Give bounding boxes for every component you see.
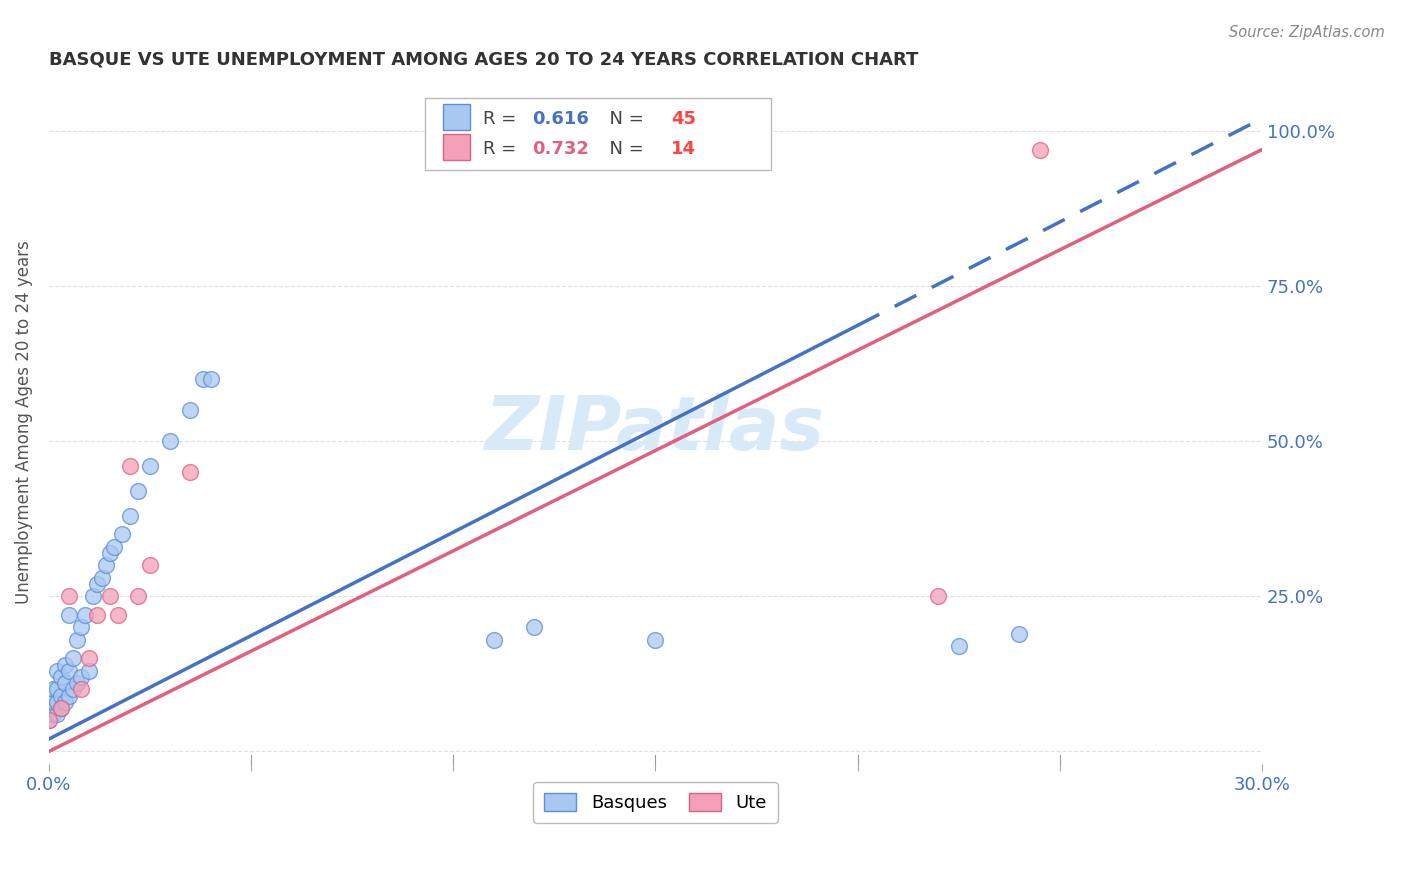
Point — [1028, 143, 1050, 157]
Point — [38, 701, 60, 715]
Point — [179, 465, 201, 479]
FancyBboxPatch shape — [443, 134, 470, 161]
Point — [127, 590, 149, 604]
Point — [58, 590, 80, 604]
Point — [46, 695, 69, 709]
Point — [86, 607, 108, 622]
Text: 45: 45 — [671, 110, 696, 128]
Point — [200, 372, 222, 386]
Point — [98, 590, 121, 604]
Point — [49, 701, 72, 715]
Point — [53, 676, 76, 690]
Point — [42, 707, 65, 722]
Point — [70, 620, 93, 634]
Point — [139, 458, 162, 473]
Point — [482, 632, 505, 647]
Point — [62, 651, 84, 665]
Point — [644, 632, 666, 647]
Point — [523, 620, 546, 634]
Text: 0.732: 0.732 — [531, 140, 589, 158]
Point — [53, 695, 76, 709]
Point — [58, 664, 80, 678]
FancyBboxPatch shape — [425, 98, 770, 170]
Point — [46, 664, 69, 678]
Text: R =: R = — [484, 140, 522, 158]
Text: 14: 14 — [671, 140, 696, 158]
Point — [58, 689, 80, 703]
Point — [42, 695, 65, 709]
Text: 0.616: 0.616 — [531, 110, 589, 128]
Point — [53, 657, 76, 672]
Point — [70, 682, 93, 697]
Point — [191, 372, 214, 386]
Point — [79, 664, 101, 678]
Point — [75, 607, 97, 622]
Text: BASQUE VS UTE UNEMPLOYMENT AMONG AGES 20 TO 24 YEARS CORRELATION CHART: BASQUE VS UTE UNEMPLOYMENT AMONG AGES 20… — [49, 51, 918, 69]
Point — [46, 707, 69, 722]
Point — [111, 527, 134, 541]
Y-axis label: Unemployment Among Ages 20 to 24 years: Unemployment Among Ages 20 to 24 years — [15, 241, 32, 605]
Point — [118, 458, 141, 473]
Point — [103, 540, 125, 554]
Point — [98, 546, 121, 560]
Text: R =: R = — [484, 110, 522, 128]
Point — [1008, 626, 1031, 640]
Text: N =: N = — [599, 140, 650, 158]
Point — [179, 403, 201, 417]
Point — [159, 434, 181, 449]
Point — [58, 607, 80, 622]
Point — [94, 558, 117, 573]
Point — [49, 670, 72, 684]
Point — [107, 607, 129, 622]
Point — [42, 682, 65, 697]
Text: N =: N = — [599, 110, 650, 128]
Point — [38, 714, 60, 728]
Point — [79, 651, 101, 665]
Legend: Basques, Ute: Basques, Ute — [533, 782, 778, 823]
Point — [86, 577, 108, 591]
Point — [948, 639, 970, 653]
Point — [118, 508, 141, 523]
Point — [49, 689, 72, 703]
Point — [38, 714, 60, 728]
Point — [66, 676, 89, 690]
Point — [46, 682, 69, 697]
Point — [82, 590, 104, 604]
Text: Source: ZipAtlas.com: Source: ZipAtlas.com — [1229, 25, 1385, 40]
FancyBboxPatch shape — [443, 104, 470, 130]
Point — [90, 571, 112, 585]
Point — [139, 558, 162, 573]
Point — [62, 682, 84, 697]
Text: ZIPatlas: ZIPatlas — [485, 392, 825, 466]
Point — [49, 701, 72, 715]
Point — [127, 483, 149, 498]
Point — [66, 632, 89, 647]
Point — [927, 590, 949, 604]
Point — [70, 670, 93, 684]
